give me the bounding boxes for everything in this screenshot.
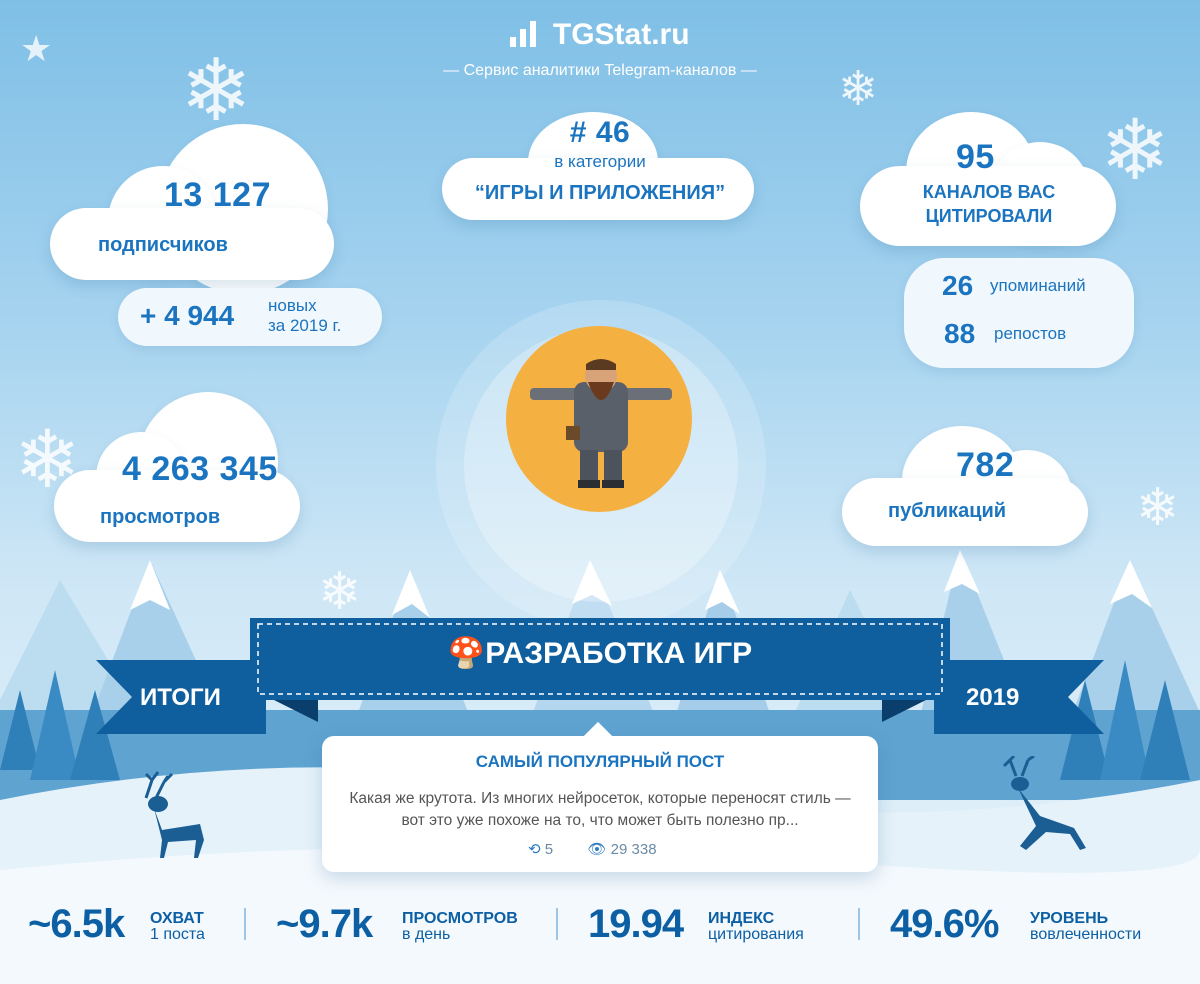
stat-reach-value: ~6.5k bbox=[28, 902, 125, 946]
reposts-count: 88 bbox=[944, 318, 976, 349]
views-label: просмотров bbox=[100, 506, 221, 528]
subscribers-count: 13 127 bbox=[164, 176, 271, 214]
stat-citation-index-label: ИНДЕКС bbox=[708, 910, 775, 927]
eye-icon: 👁 bbox=[587, 841, 607, 858]
stat-engagement-value: 49.6% bbox=[890, 902, 999, 946]
brand-name[interactable]: TGStat.ru bbox=[552, 18, 690, 51]
ribbon-banner bbox=[96, 618, 1104, 734]
stat-citation-index-sub: цитирования bbox=[708, 926, 804, 943]
star-icon: ★ bbox=[20, 28, 53, 69]
stat-divider bbox=[244, 908, 246, 940]
brand-tagline: — Сервис аналитики Telegram-каналов — bbox=[443, 62, 757, 79]
banner-title: РАЗРАБОТКА ИГР bbox=[485, 637, 753, 670]
stat-divider bbox=[556, 908, 558, 940]
popular-post-views: 29 338 bbox=[610, 841, 657, 858]
views-cloud: 4 263 345 просмотров bbox=[54, 392, 304, 542]
citations-label-1: КАНАЛОВ ВАС bbox=[922, 182, 1056, 202]
publications-label: публикаций bbox=[888, 500, 1007, 522]
snowflake-icon: ❄ bbox=[318, 563, 362, 621]
publications-cloud: 782 публикаций bbox=[842, 426, 1090, 546]
stat-daily-views-value: ~9.7k bbox=[276, 902, 373, 946]
stat-engagement-sub: вовлеченности bbox=[1030, 926, 1142, 943]
snowflake-icon: ❄ bbox=[1136, 479, 1180, 537]
popular-post-text: Какая же крутота. Из многих нейросеток, … bbox=[349, 790, 851, 829]
rank-category: “ИГРЫ И ПРИЛОЖЕНИЯ” bbox=[474, 182, 726, 204]
growth-label-1: новых bbox=[268, 296, 317, 315]
stat-reach-label: ОХВАТ bbox=[150, 910, 204, 927]
stat-citation-index-value: 19.94 bbox=[588, 902, 684, 946]
popular-post-card[interactable]: САМЫЙ ПОПУЛЯРНЫЙ ПОСТ Какая же крутота. … bbox=[322, 721, 878, 872]
citations-label-2: ЦИТИРОВАЛИ bbox=[925, 206, 1053, 226]
subscribers-label: подписчиков bbox=[98, 234, 228, 256]
repost-icon: ⟲ bbox=[528, 841, 541, 858]
growth-count: + 4 944 bbox=[140, 300, 235, 331]
stat-daily-views-label: ПРОСМОТРОВ bbox=[402, 910, 518, 927]
stat-daily-views-sub: в день bbox=[402, 926, 451, 943]
citations-count: 95 bbox=[956, 138, 995, 176]
reposts-label: репостов bbox=[994, 324, 1067, 343]
growth-label-2: за 2019 г. bbox=[268, 316, 342, 335]
mushroom-icon: 🍄 bbox=[447, 637, 486, 670]
stat-divider bbox=[858, 908, 860, 940]
deer-icon bbox=[1002, 756, 1086, 850]
rank-caption: в категории bbox=[554, 152, 646, 171]
snowflake-icon: ❄ bbox=[180, 43, 253, 139]
popular-post-meta: ⟲ 5 👁 29 338 bbox=[528, 840, 657, 858]
mentions-label: упоминаний bbox=[990, 276, 1086, 295]
snowflake-icon: ❄ bbox=[1100, 103, 1171, 197]
mentions-count: 26 bbox=[942, 270, 974, 301]
views-count: 4 263 345 bbox=[122, 450, 278, 488]
stat-engagement-label: УРОВЕНЬ bbox=[1030, 910, 1109, 927]
rank-cloud: # 46 в категории “ИГРЫ И ПРИЛОЖЕНИЯ” bbox=[442, 112, 758, 220]
growth-pill: + 4 944 новых за 2019 г. bbox=[118, 288, 382, 346]
banner-right-label: 2019 bbox=[966, 684, 1020, 711]
banner-left-label: ИТОГИ bbox=[140, 684, 221, 711]
stat-reach-sub: 1 поста bbox=[150, 926, 205, 943]
subscribers-cloud: 13 127 подписчиков bbox=[50, 120, 340, 294]
popular-post-heading: САМЫЙ ПОПУЛЯРНЫЙ ПОСТ bbox=[475, 752, 725, 771]
snowflake-icon: ❄ bbox=[838, 63, 879, 116]
banner-title-row: 🍄РАЗРАБОТКА ИГР bbox=[250, 636, 950, 671]
popular-post-reposts: 5 bbox=[544, 841, 554, 858]
brand-header: TGStat.ru bbox=[0, 18, 1200, 52]
mentions-pill: 26 упоминаний 88 репостов bbox=[904, 258, 1134, 368]
rank-value: # 46 bbox=[569, 116, 631, 149]
publications-count: 782 bbox=[956, 446, 1015, 484]
character-illustration bbox=[530, 359, 672, 488]
sun-avatar bbox=[436, 300, 766, 630]
deer-icon bbox=[144, 771, 204, 858]
bar-chart-icon bbox=[510, 19, 542, 52]
citations-cloud: 95 КАНАЛОВ ВАС ЦИТИРОВАЛИ bbox=[860, 112, 1118, 246]
